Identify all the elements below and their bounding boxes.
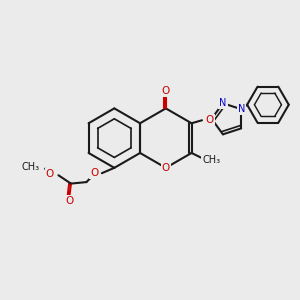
Text: N: N <box>238 104 245 114</box>
Text: O: O <box>162 163 170 173</box>
Text: O: O <box>162 85 170 96</box>
Text: O: O <box>46 169 54 179</box>
Text: CH₃: CH₃ <box>202 154 220 164</box>
Text: CH₃: CH₃ <box>21 162 39 172</box>
Text: N: N <box>219 98 226 108</box>
Text: O: O <box>90 168 98 178</box>
Text: O: O <box>65 196 74 206</box>
Text: O: O <box>206 115 214 125</box>
